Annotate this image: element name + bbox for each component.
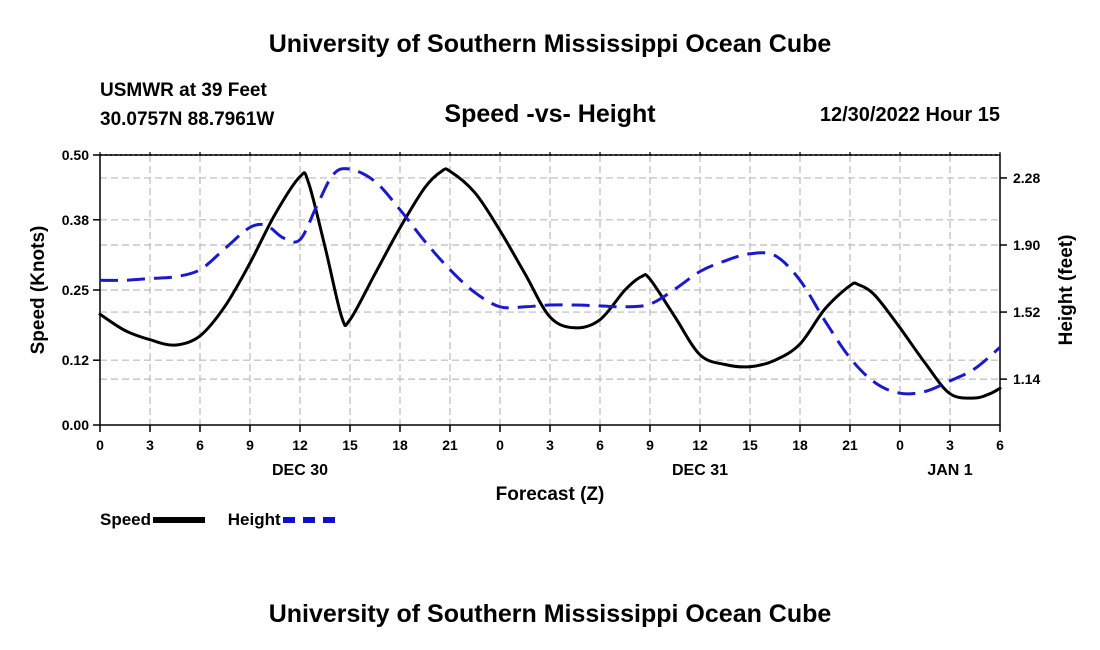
footer-title: University of Southern Mississippi Ocean… xyxy=(268,600,832,628)
x-tick-label: 3 xyxy=(146,437,154,453)
x-tick-label: 15 xyxy=(742,437,758,453)
main-title: University of Southern Mississippi Ocean… xyxy=(268,30,832,58)
series-height-line xyxy=(99,167,1001,396)
y2-tick-label: 1.14 xyxy=(1013,371,1040,387)
legend: Speed Height xyxy=(100,509,353,530)
y-axis-label: Speed (Knots) xyxy=(28,226,49,355)
legend-speed: Speed xyxy=(100,509,206,530)
day-label: DEC 31 xyxy=(672,462,728,479)
legend-speed-label: Speed xyxy=(100,509,152,529)
station-name: USMWR at 39 Feet xyxy=(100,80,267,101)
station-info: USMWR at 39 Feet 30.0757N 88.7961W xyxy=(100,76,274,134)
x-tick-label: 0 xyxy=(496,437,504,453)
x-tick-label: 0 xyxy=(96,437,104,453)
y-tick-label: 0.25 xyxy=(62,282,89,298)
x-tick-label: 12 xyxy=(292,437,308,453)
station-coordinates: 30.0757N 88.7961W xyxy=(100,109,275,130)
grid xyxy=(100,155,1000,425)
x-tick-label: 12 xyxy=(692,437,708,453)
legend-height: Height xyxy=(228,509,335,530)
x-tick-label: 21 xyxy=(442,437,458,453)
y2-axis-label: Height (feet) xyxy=(1056,235,1077,346)
legend-height-label: Height xyxy=(227,509,281,529)
chart-subtitle: Speed -vs- Height xyxy=(444,100,656,128)
series-speed-line xyxy=(98,167,1002,400)
y2-tick-label: 1.90 xyxy=(1013,237,1040,253)
legend-speed-swatch xyxy=(153,516,206,523)
x-tick-label: 3 xyxy=(946,437,954,453)
y-tick-label: 0.12 xyxy=(62,352,89,368)
x-tick-label: 21 xyxy=(842,437,858,453)
y-tick-label: 0.00 xyxy=(62,417,89,433)
x-tick-label: 3 xyxy=(546,437,554,453)
axes: 0 3 6 9 12 15 18 21 0 3 6 9 12 15 18 21 0 3 6 DEC 30 DEC 31 J… xyxy=(62,147,1041,479)
y2-tick-label: 2.28 xyxy=(1013,170,1040,186)
x-tick-label: 15 xyxy=(342,437,358,453)
forecast-date: 12/30/2022 Hour 15 xyxy=(819,104,1000,126)
y2-tick-label: 1.52 xyxy=(1013,304,1040,320)
day-label: DEC 30 xyxy=(272,462,328,479)
x-tick-label: 18 xyxy=(392,437,408,453)
x-tick-label: 6 xyxy=(596,437,604,453)
series-lines xyxy=(98,167,1002,400)
x-tick-label: 6 xyxy=(996,437,1004,453)
y-tick-label: 0.38 xyxy=(62,212,89,228)
x-tick-label: 9 xyxy=(646,437,654,453)
x-tick-label: 18 xyxy=(792,437,808,453)
x-tick-label: 6 xyxy=(196,437,204,453)
x-axis-label: Forecast (Z) xyxy=(496,484,605,505)
y-tick-label: 0.50 xyxy=(62,147,89,163)
x-tick-label: 0 xyxy=(896,437,904,453)
legend-height-swatch xyxy=(282,516,335,523)
x-tick-label: 9 xyxy=(246,437,254,453)
day-label: JAN 1 xyxy=(927,462,972,479)
